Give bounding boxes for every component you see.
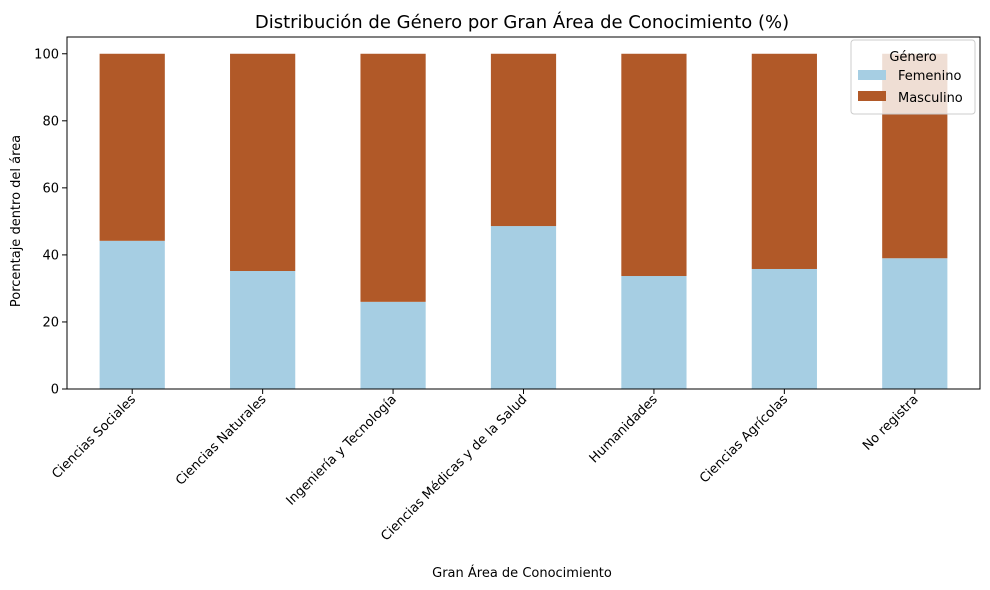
y-tick-label: 20 bbox=[42, 315, 59, 330]
plot-frame bbox=[66, 36, 981, 390]
x-tick-label: Ciencias Médicas y de la Salud bbox=[378, 392, 530, 544]
bar-femenino-ciencias-agricolas bbox=[751, 268, 817, 389]
legend-label-femenino: Femenino bbox=[898, 69, 962, 84]
legend-label-masculino: Masculino bbox=[898, 91, 963, 106]
y-axis-label: Porcentaje dentro del área bbox=[9, 135, 24, 307]
chart-title: Distribución de Género por Gran Área de … bbox=[255, 11, 789, 33]
bar-femenino-ciencias-medicas-y-de-la-salud bbox=[490, 226, 557, 389]
y-tick-label: 100 bbox=[34, 47, 59, 62]
x-tick-label: Ciencias Sociales bbox=[49, 392, 139, 482]
x-axis-label: Gran Área de Conocimiento bbox=[432, 565, 612, 581]
x-tick-label: Ingeniería y Tecnología bbox=[284, 392, 400, 508]
bar-femenino-humanidades bbox=[621, 276, 687, 389]
bar-femenino-ciencias-sociales bbox=[99, 240, 165, 389]
plot-area bbox=[99, 53, 948, 389]
y-tick-label: 60 bbox=[42, 181, 59, 196]
x-tick-label: Ciencias Naturales bbox=[173, 392, 270, 489]
x-tick-label: No registra bbox=[860, 392, 921, 453]
x-axis-ticks: Ciencias Sociales Ciencias Naturales Ingen… bbox=[49, 389, 922, 544]
bar-masculino-ciencias-sociales bbox=[99, 53, 165, 241]
y-axis-ticks: 0 20 40 60 80 100 bbox=[34, 47, 67, 398]
y-tick-label: 0 bbox=[51, 383, 59, 398]
bar-femenino-no-registra bbox=[882, 258, 948, 389]
y-tick-label: 80 bbox=[42, 114, 59, 129]
bar-femenino-ciencias-naturales bbox=[230, 270, 296, 389]
bar-masculino-ingenieria-y-tecnologia bbox=[360, 53, 426, 302]
legend-title: Género bbox=[889, 50, 936, 65]
bar-masculino-ciencias-medicas-y-de-la-salud bbox=[490, 53, 557, 227]
x-tick-label: Humanidades bbox=[587, 392, 661, 466]
legend-swatch-masculino bbox=[858, 91, 886, 101]
legend-swatch-femenino bbox=[858, 70, 886, 80]
bar-femenino-ingenieria-y-tecnologia bbox=[360, 301, 426, 389]
y-tick-label: 40 bbox=[42, 248, 59, 263]
x-tick-label: Ciencias Agrícolas bbox=[697, 392, 791, 486]
bar-masculino-ciencias-naturales bbox=[230, 53, 296, 271]
bar-masculino-humanidades bbox=[621, 53, 687, 277]
bar-masculino-ciencias-agricolas bbox=[751, 53, 817, 269]
legend: Género Femenino Masculino bbox=[850, 39, 976, 115]
